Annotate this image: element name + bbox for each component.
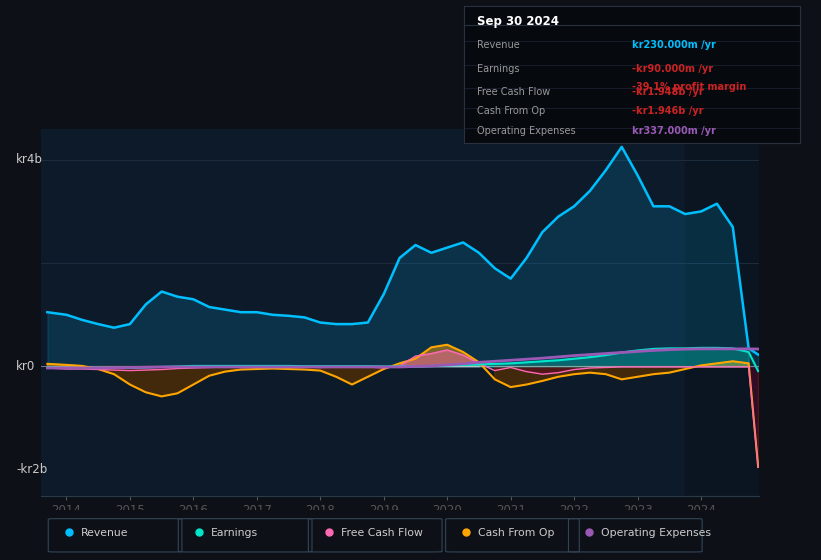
Text: Revenue: Revenue: [477, 40, 520, 50]
Text: Earnings: Earnings: [477, 64, 520, 74]
Text: -39.1% profit margin: -39.1% profit margin: [632, 82, 746, 92]
Text: -kr1.946b /yr: -kr1.946b /yr: [632, 106, 704, 116]
Text: Cash From Op: Cash From Op: [477, 106, 546, 116]
Text: kr0: kr0: [16, 360, 35, 373]
Text: Cash From Op: Cash From Op: [478, 529, 555, 538]
Text: Revenue: Revenue: [80, 529, 128, 538]
Text: Free Cash Flow: Free Cash Flow: [341, 529, 423, 538]
Text: -kr1.948b /yr: -kr1.948b /yr: [632, 87, 704, 96]
Text: -kr90.000m /yr: -kr90.000m /yr: [632, 64, 713, 74]
Text: kr337.000m /yr: kr337.000m /yr: [632, 127, 716, 136]
Text: Operating Expenses: Operating Expenses: [477, 127, 576, 136]
Text: -kr2b: -kr2b: [16, 463, 47, 476]
Text: Free Cash Flow: Free Cash Flow: [477, 87, 551, 96]
Text: Earnings: Earnings: [211, 529, 258, 538]
Text: Operating Expenses: Operating Expenses: [601, 529, 711, 538]
Bar: [686, 129, 772, 496]
Text: kr230.000m /yr: kr230.000m /yr: [632, 40, 716, 50]
Text: Sep 30 2024: Sep 30 2024: [477, 15, 559, 28]
Text: kr4b: kr4b: [16, 153, 43, 166]
